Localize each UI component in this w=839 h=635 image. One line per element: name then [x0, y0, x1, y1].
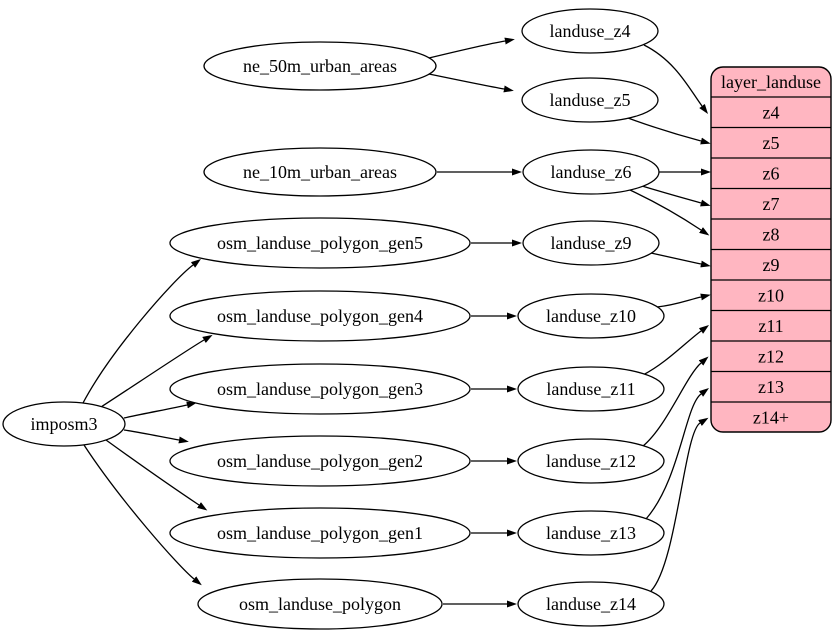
- edge-landuse_z9-row_z9: [650, 252, 711, 268]
- node-landuse_z12: [517, 438, 665, 484]
- node-label-landuse_z5: landuse_z5: [550, 90, 631, 110]
- node-osm_landuse_polygon_gen4: [169, 290, 471, 342]
- table-row-z8: z8: [763, 225, 780, 245]
- node-label-osm_landuse_polygon_gen2: osm_landuse_polygon_gen2: [217, 451, 423, 471]
- edge-imposm3-osm_landuse_polygon_gen1: [105, 439, 208, 511]
- layer-landuse-table: layer_landuse z4 z5 z6 z7 z8 z9 z10 z11 …: [710, 66, 832, 433]
- table-row-z6: z6: [763, 164, 780, 184]
- table-header: layer_landuse: [721, 72, 821, 92]
- node-landuse_z11: [517, 366, 665, 412]
- edge-landuse_z12-row_z12: [642, 356, 709, 447]
- node-label-osm_landuse_polygon: osm_landuse_polygon: [239, 594, 401, 614]
- edge-landuse_z14-row_z14plus: [650, 417, 709, 592]
- node-imposm3: [2, 401, 126, 447]
- node-ne_50m_urban_areas: [203, 41, 437, 91]
- table-row-z4: z4: [763, 103, 780, 123]
- node-label-imposm3: imposm3: [30, 414, 97, 434]
- node-label-landuse_z4: landuse_z4: [550, 21, 631, 41]
- edge-landuse_z4-row_z4: [643, 44, 708, 115]
- table-row-z11: z11: [758, 316, 783, 336]
- node-label-landuse_z13: landuse_z13: [546, 523, 636, 543]
- edge-group: [82, 37, 711, 608]
- edge-imposm3-osm_landuse_polygon_gen2: [123, 429, 189, 444]
- table-row-z14plus: z14+: [753, 408, 789, 428]
- table-row-z10: z10: [758, 286, 784, 306]
- node-label-osm_landuse_polygon_gen5: osm_landuse_polygon_gen5: [217, 233, 423, 253]
- table-row-z9: z9: [763, 255, 780, 275]
- node-landuse_z10: [517, 293, 665, 339]
- node-label-landuse_z14: landuse_z14: [546, 594, 636, 614]
- edge-landuse_z13-row_z13: [645, 387, 709, 520]
- node-label-osm_landuse_polygon_gen4: osm_landuse_polygon_gen4: [217, 306, 423, 326]
- node-ne_10m_urban_areas: [203, 147, 437, 197]
- node-osm_landuse_polygon: [197, 578, 443, 630]
- node-landuse_z14: [517, 581, 665, 627]
- node-landuse_z9: [522, 220, 660, 266]
- edge-ne_50m_urban_areas-landuse_z5: [428, 73, 514, 93]
- node-label-osm_landuse_polygon_gen1: osm_landuse_polygon_gen1: [217, 523, 423, 543]
- node-landuse_z6: [522, 149, 660, 195]
- edge-landuse_z10-row_z10: [656, 293, 711, 308]
- edge-landuse_z6-row_z7: [641, 185, 711, 207]
- table-row-z12: z12: [758, 347, 784, 367]
- edge-landuse_z5-row_z5: [627, 117, 711, 145]
- edge-ne_50m_urban_areas-landuse_z4: [428, 37, 515, 59]
- edge-landuse_z11-row_z11: [642, 324, 709, 376]
- node-osm_landuse_polygon_gen3: [169, 363, 471, 415]
- node-landuse_z5: [521, 77, 659, 123]
- node-label-landuse_z12: landuse_z12: [546, 451, 636, 471]
- edge-imposm3-osm_landuse_polygon_gen5: [82, 258, 201, 404]
- node-label-ne_10m_urban_areas: ne_10m_urban_areas: [243, 162, 397, 182]
- node-osm_landuse_polygon_gen1: [169, 507, 471, 559]
- edge-imposm3-osm_landuse_polygon: [83, 444, 202, 586]
- edge-imposm3-osm_landuse_polygon_gen3: [123, 401, 197, 419]
- node-label-ne_50m_urban_areas: ne_50m_urban_areas: [243, 56, 397, 76]
- node-label-landuse_z10: landuse_z10: [546, 306, 636, 326]
- node-osm_landuse_polygon_gen5: [169, 217, 471, 269]
- node-group: imposm3 ne_50m_urban_areas ne_10m_urban_…: [2, 8, 665, 630]
- node-landuse_z13: [517, 510, 665, 556]
- edge-landuse_z6-row_z8: [629, 189, 710, 236]
- node-label-landuse_z6: landuse_z6: [551, 162, 632, 182]
- table-row-z5: z5: [763, 133, 780, 153]
- node-label-landuse_z9: landuse_z9: [551, 233, 632, 253]
- node-osm_landuse_polygon_gen2: [169, 435, 471, 487]
- node-landuse_z4: [521, 8, 659, 54]
- edge-imposm3-osm_landuse_polygon_gen4: [100, 334, 213, 408]
- node-label-landuse_z11: landuse_z11: [546, 379, 635, 399]
- table-row-z7: z7: [763, 194, 780, 214]
- node-label-osm_landuse_polygon_gen3: osm_landuse_polygon_gen3: [217, 379, 423, 399]
- table-row-z13: z13: [758, 377, 784, 397]
